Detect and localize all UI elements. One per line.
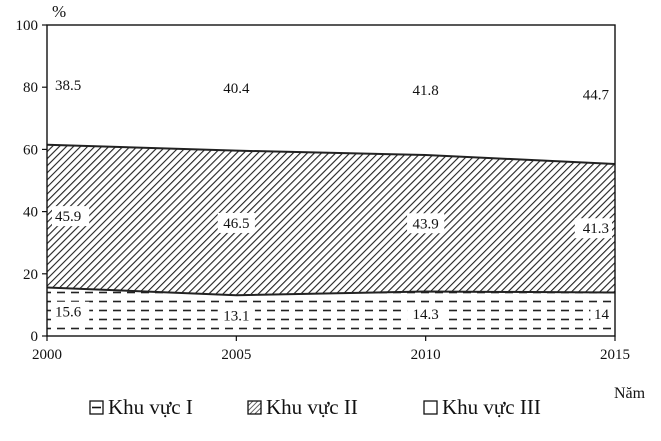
data-label: 41.8 bbox=[413, 83, 439, 99]
data-label: 38.5 bbox=[55, 78, 81, 94]
area-khu-vực-iii bbox=[47, 25, 615, 165]
x-tick-label: 2005 bbox=[221, 347, 251, 363]
y-tick-label: 80 bbox=[23, 80, 38, 96]
legend-label: Khu vực III bbox=[442, 395, 541, 419]
y-unit-label: % bbox=[52, 2, 66, 21]
data-label: 45.9 bbox=[55, 209, 81, 225]
x-axis-title: Năm bbox=[614, 385, 646, 402]
data-label: 40.4 bbox=[223, 81, 250, 97]
plot-frame bbox=[46, 24, 616, 337]
legend-item: Khu vực I bbox=[89, 395, 193, 419]
area-khu-vực-ii bbox=[47, 144, 615, 296]
data-label: 43.9 bbox=[413, 216, 439, 232]
x-tick-label: 2010 bbox=[411, 347, 441, 363]
legend-swatch bbox=[423, 400, 438, 415]
x-tick-label: 2015 bbox=[600, 347, 630, 363]
series-boundary-line bbox=[46, 286, 616, 297]
data-label: 14 bbox=[594, 307, 610, 323]
data-label-bg bbox=[52, 301, 90, 322]
data-label-bg bbox=[574, 218, 612, 239]
data-label-bg bbox=[590, 304, 612, 325]
y-tick-label: 60 bbox=[23, 142, 38, 158]
y-tick-label: 0 bbox=[31, 329, 39, 345]
data-label: 15.6 bbox=[55, 305, 82, 321]
legend: Khu vực I Khu vực II Khu vực III bbox=[89, 395, 541, 419]
series-boundary-line bbox=[46, 143, 616, 166]
legend-item: Khu vực II bbox=[247, 395, 358, 419]
data-label-bg bbox=[217, 212, 255, 233]
data-label: 46.5 bbox=[223, 216, 249, 232]
data-label: 44.7 bbox=[583, 88, 610, 104]
data-label-bg bbox=[217, 305, 255, 326]
legend-label: Khu vực I bbox=[108, 395, 193, 419]
x-tick-label: 2000 bbox=[32, 347, 62, 363]
legend-swatch bbox=[247, 400, 262, 415]
legend-item: Khu vực III bbox=[423, 395, 541, 419]
legend-label: Khu vực II bbox=[266, 395, 358, 419]
data-label: 14.3 bbox=[413, 307, 439, 323]
data-label-bg bbox=[52, 206, 90, 227]
data-label-bg bbox=[407, 213, 445, 234]
y-tick-label: 100 bbox=[16, 18, 39, 34]
data-label: 41.3 bbox=[583, 221, 609, 237]
y-tick-label: 40 bbox=[23, 205, 38, 221]
area-khu-vực-i bbox=[47, 287, 615, 336]
y-tick-label: 20 bbox=[23, 267, 38, 283]
data-label: 13.1 bbox=[223, 309, 249, 325]
data-label-bg bbox=[407, 303, 445, 324]
